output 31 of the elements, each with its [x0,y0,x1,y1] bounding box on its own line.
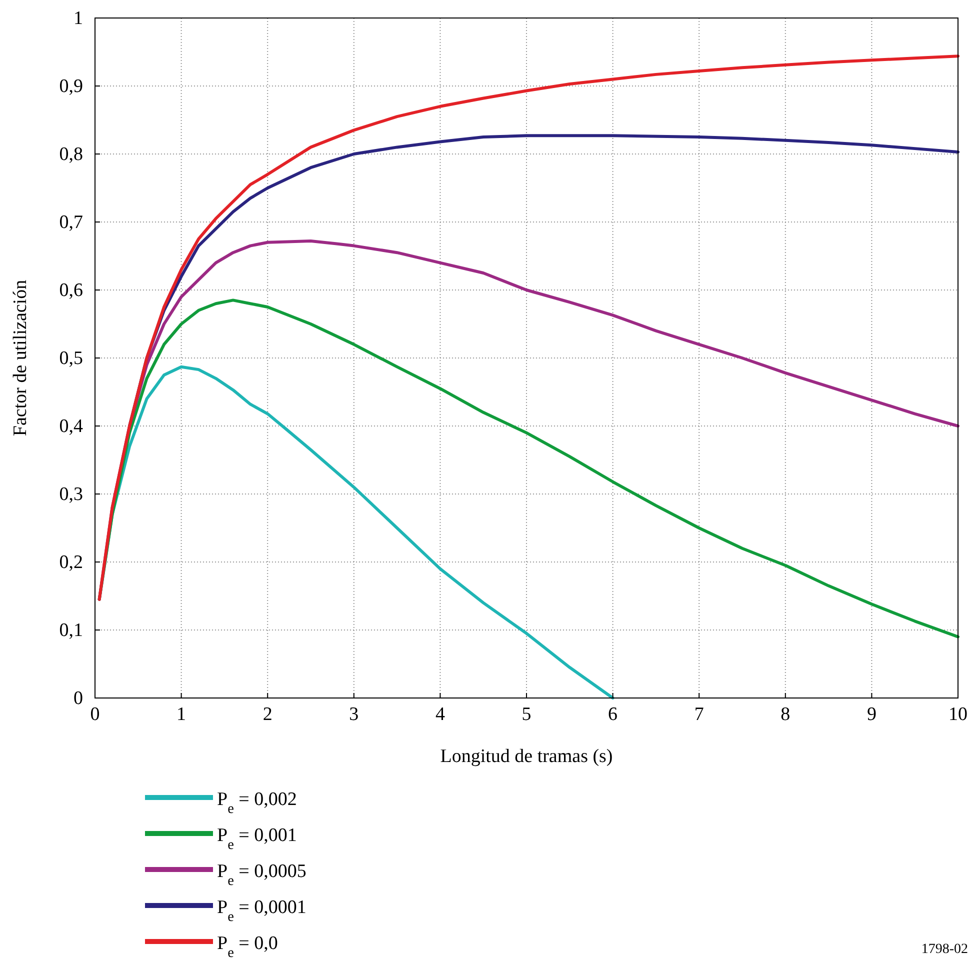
y-tick-label: 0,8 [59,144,83,165]
x-tick-label: 7 [694,704,704,725]
x-tick-label: 1 [176,704,186,725]
y-axis-title: Factor de utilización [10,279,31,436]
y-tick-label: 0,7 [59,212,83,233]
legend-label: P$_{e}$ = 0,001 [217,825,297,853]
y-tick-label: 1 [74,8,83,29]
y-tick-label: 0,2 [59,552,83,573]
text: 1798-02 [921,942,968,957]
legend-label: P$_{e}$ = 0,0 [217,933,278,961]
x-tick-label: 2 [262,704,272,725]
y-tick-label: 0,1 [59,620,83,641]
x-tick-label: 5 [522,704,532,725]
y-tick-label: 0 [74,688,83,709]
legend-label: P$_{e}$ = 0,002 [217,789,297,817]
y-tick-label: 0,5 [59,348,83,369]
x-tick-label: 4 [435,704,446,725]
y-tick-label: 0,3 [59,484,83,505]
line-series [98,54,960,601]
x-axis-title: Longitud de tramas (s) [440,746,613,767]
y-tick-label: 0,6 [59,280,83,301]
y-tick-label: 0,4 [59,416,84,437]
x-tick-label: 3 [349,704,359,725]
x-tick-label: 10 [948,704,968,725]
x-tick-label: 6 [608,704,618,725]
legend-label: P$_{e}$ = 0,0001 [217,897,306,925]
x-tick-label: 8 [780,704,790,725]
x-tick-label: 9 [866,704,876,725]
legend-label: P$_{e}$ = 0,0005 [217,861,306,889]
x-tick-label: 0 [90,704,100,725]
y-tick-label: 0,9 [59,76,83,97]
